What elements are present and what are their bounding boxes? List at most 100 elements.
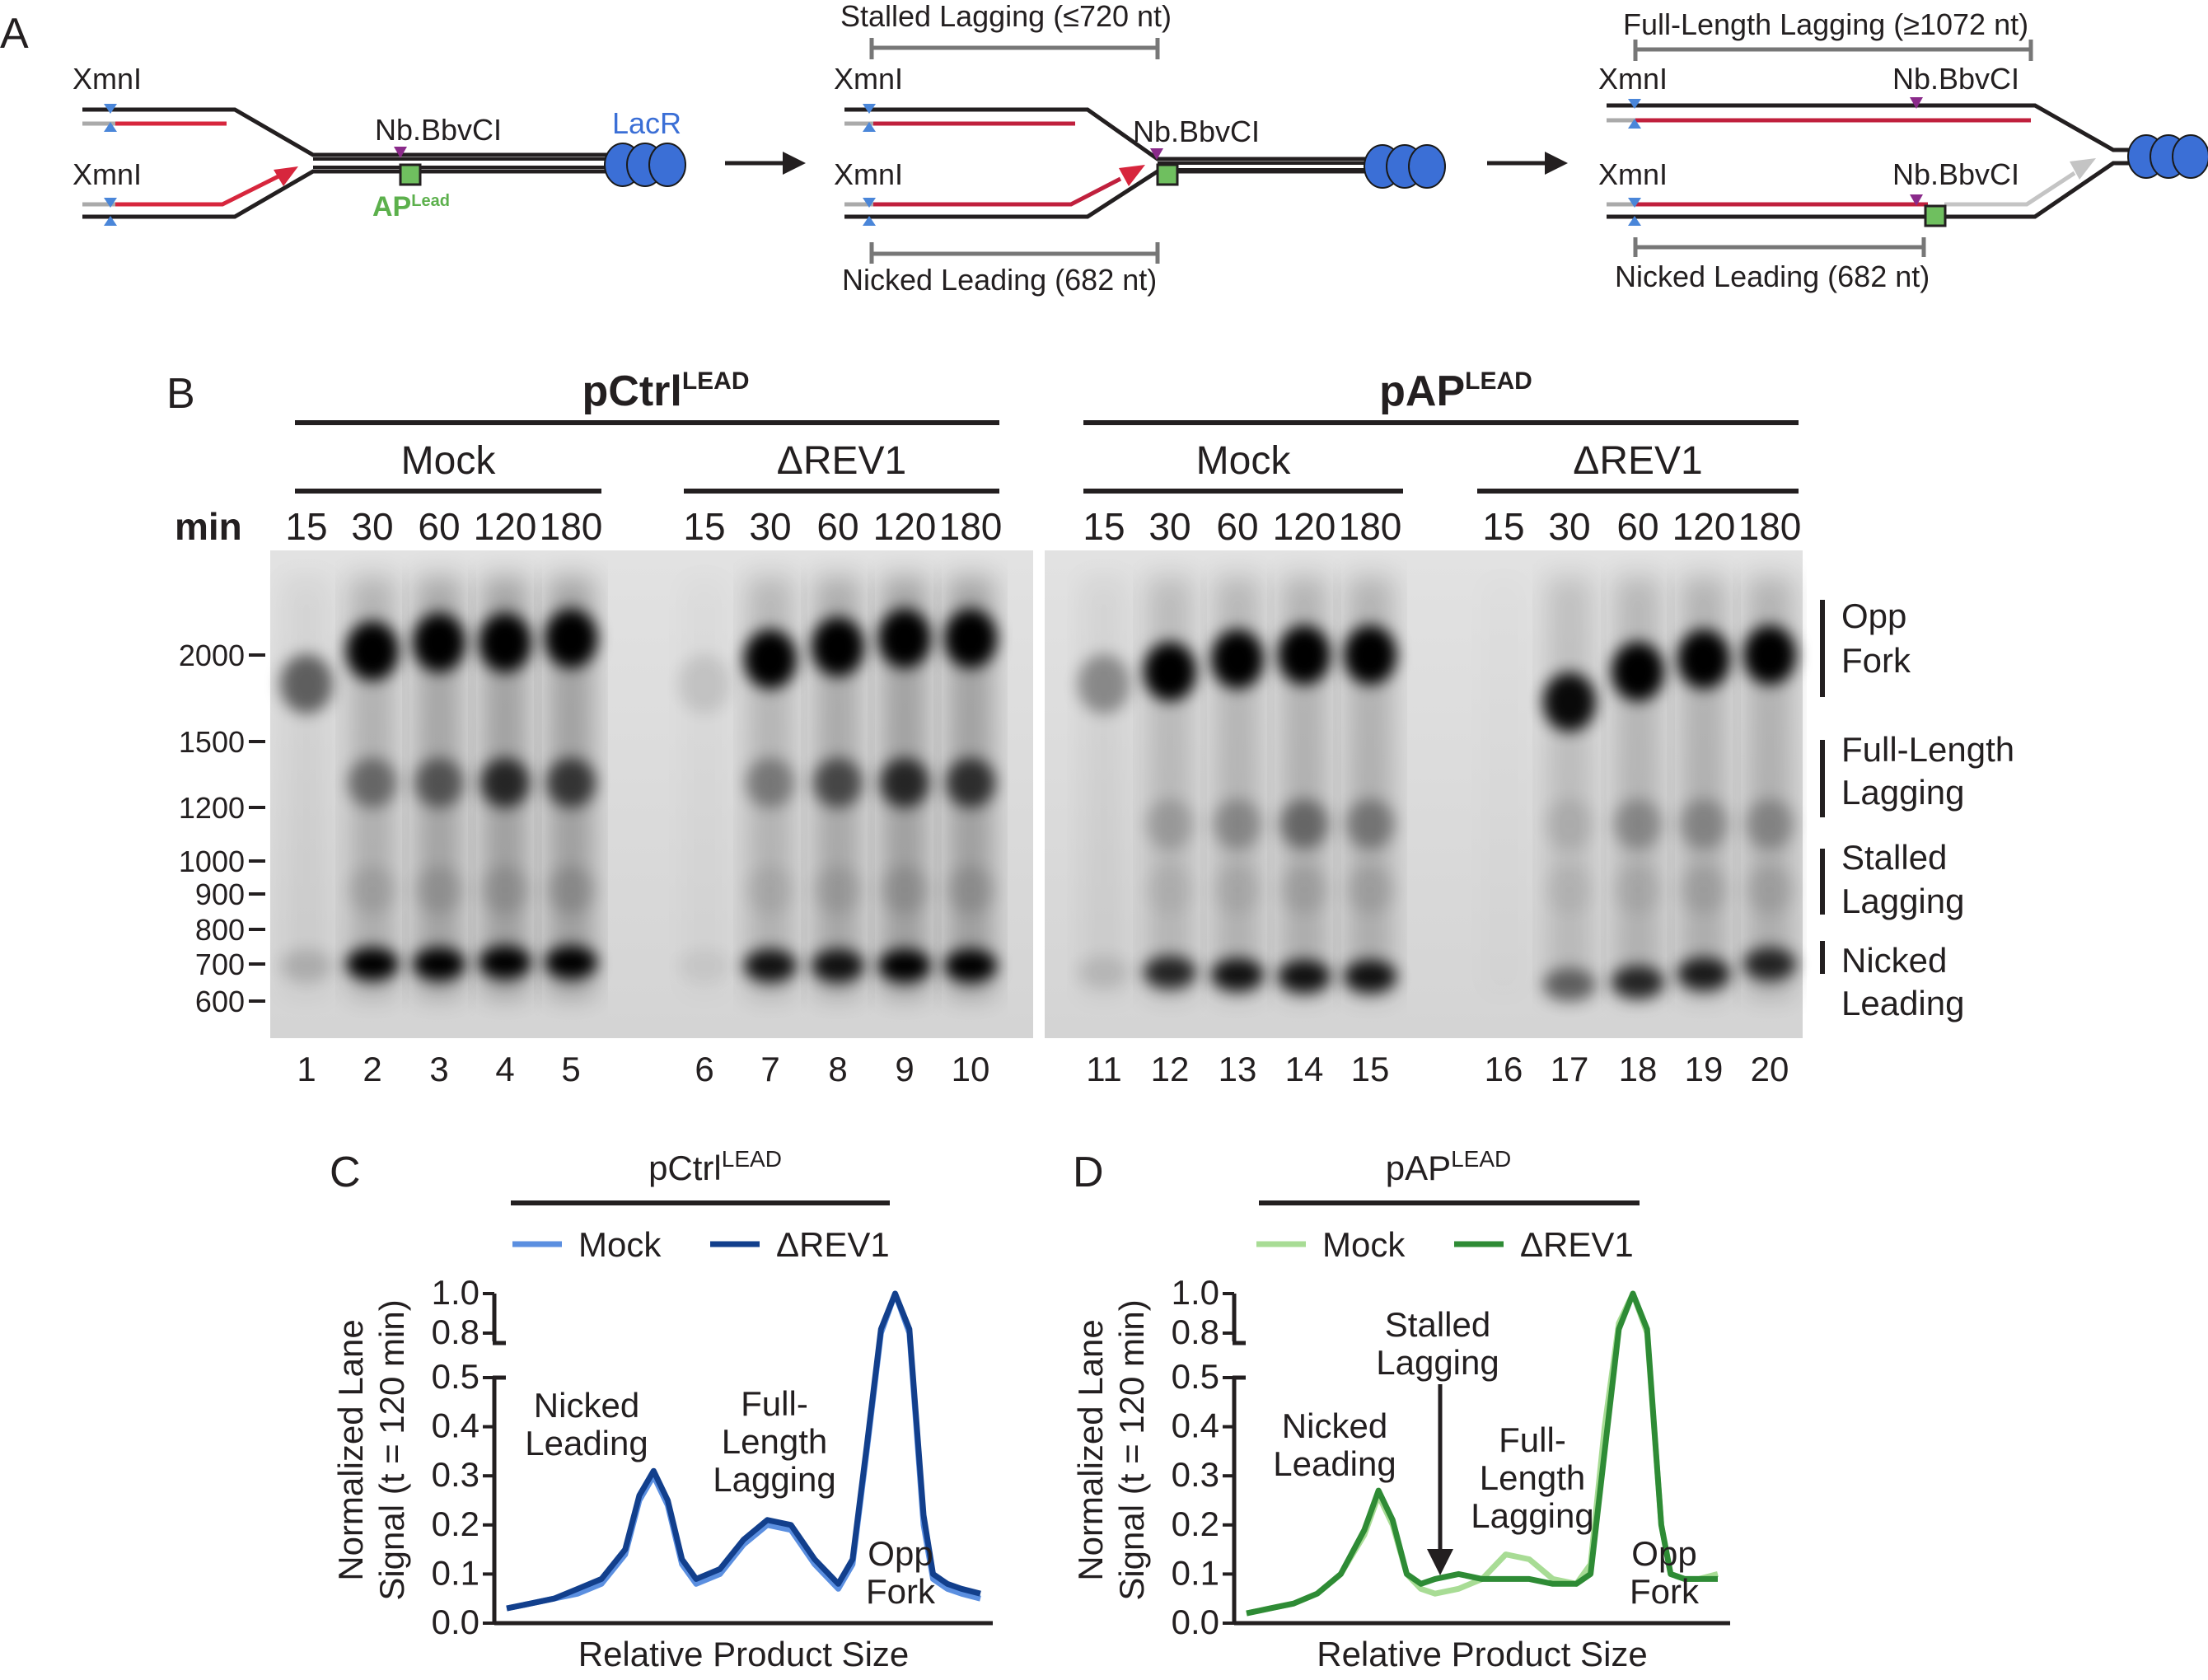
y-axis-label: Normalized Lane [331,1319,370,1581]
nick-site-icon [394,147,407,158]
marker-label: 900 [195,877,245,911]
right-arrow-icon [725,152,806,175]
timepoint-label: 30 [1548,505,1590,548]
timepoint-label: 180 [540,505,603,548]
series-line-ΔREV1 [1246,1290,1718,1617]
y-axis-label: Signal (t = 120 min) [372,1299,411,1600]
nicked-leading-label: Nicked Leading (682 nt) [842,263,1157,297]
panel-c: C pCtrlLEAD 0.0 0.1 0.2 0.3 0.4 0.5 0.81.0 Norm… [330,1146,993,1673]
group-title-pap: pAPLEAD [1379,367,1532,415]
condition-label: ΔREV1 [1573,439,1702,483]
nbbvci-label: Nb.BbvCI [1892,157,2019,191]
gel-lane [545,577,597,997]
legend-label: ΔREV1 [1520,1225,1634,1264]
condition-label: Mock [1196,439,1292,483]
panel-a-letter: A [0,10,29,58]
timepoint-label: 30 [1148,505,1191,548]
timepoint-label: 15 [285,505,327,548]
timepoint-label: 30 [351,505,393,548]
panel-c-letter: C [330,1149,361,1196]
xmni-site-icon [1628,198,1641,208]
marker-label: 1200 [179,791,245,825]
lacr-label: LacR [612,106,681,140]
nicked-leading-label: Nicked Leading (682 nt) [1615,260,1930,293]
lacr-icon [2127,134,2208,179]
marker-label: 2000 [179,639,245,672]
full-lagging-label: Full-Length [1841,730,2014,769]
timepoint-label: 180 [1738,505,1802,548]
series-line-ΔREV1 [506,1290,981,1612]
y-tick-label: 0.3 [1172,1455,1219,1494]
timepoint-label: 30 [749,505,791,548]
x-axis-label: Relative Product Size [1317,1635,1648,1673]
fork-diagram-3: Full-Length Lagging (≥1072 nt) XmnI XmnI… [1598,7,2208,293]
marker-label: 600 [195,985,245,1018]
xmni-site-icon [863,198,876,208]
chart-annotation: Leading [1273,1444,1396,1483]
lane-number: 2 [363,1050,381,1088]
chart-annotation: Lagging [1471,1496,1593,1535]
y-tick-label: 0.2 [432,1505,479,1543]
gel-lane [878,577,931,997]
marker-label: 1000 [179,845,245,878]
chart-annotation: Lagging [713,1460,835,1499]
gel-lane [280,577,333,997]
timepoint-label: 60 [418,505,460,548]
nick-site-icon [1910,97,1923,109]
stalled-lagging-label: Lagging [1841,882,1964,920]
xmni-label: XmnI [834,62,903,96]
y-axis-label: Signal (t = 120 min) [1112,1299,1151,1600]
gel-lane [413,577,465,997]
condition-headers: Mock ΔREV1 Mock ΔREV1 [295,439,1799,494]
y-tick-label: 0.0 [432,1603,479,1641]
gel-lane [346,577,399,997]
chart-annotation: Full- [741,1384,808,1423]
gel-lane [1344,577,1396,997]
chart-annotation: Lagging [1376,1343,1499,1382]
group-title-pctrl: pCtrlLEAD [582,367,750,415]
timepoint-label: 120 [474,505,537,548]
y-tick-label: 1.0 [432,1273,479,1312]
nick-site-icon [1910,194,1923,206]
timepoint-label: 180 [939,505,1003,548]
lacr-icon [1364,144,1446,189]
lane-number: 5 [561,1050,580,1088]
min-label: min [175,505,242,548]
nascent-arrow-icon [274,166,298,186]
opp-fork-label: Fork [1841,641,1911,680]
marker-label: 800 [195,913,245,947]
chart-annotation: Nicked [534,1386,639,1425]
lane-number: 12 [1151,1050,1190,1088]
chart-d-title: pAPLEAD [1386,1146,1512,1187]
xmni-label: XmnI [1598,62,1668,96]
y-tick-label: 0.8 [432,1313,479,1351]
arrowhead-icon [1427,1549,1453,1575]
ap-site-icon [399,163,422,186]
timepoint-labels: 15 30 60 120 180 15 30 60 120 180 15 30 60 120 180 15 30… [285,505,1801,548]
legend-label: Mock [1322,1225,1406,1264]
nicked-leading-label: Nicked [1841,941,1947,980]
y-tick-label: 0.1 [432,1553,479,1592]
y-tick-label: 0.5 [432,1357,479,1396]
chart-annotation: Opp [868,1534,933,1573]
xmni-site-icon [1628,99,1641,109]
chart-annotation: Length [1480,1458,1585,1497]
xmni-site-icon [863,104,876,114]
chart-c-title: pCtrlLEAD [648,1146,782,1187]
timepoint-label: 60 [816,505,858,548]
gel-lane [1743,577,1796,997]
right-arrow-icon [1487,152,1568,175]
lane-number: 16 [1485,1050,1523,1088]
lane-number: 1 [297,1050,316,1088]
gel-lane [1211,577,1264,997]
gel-lane [812,577,864,997]
ap-lead-label: APLead [372,191,450,222]
timepoint-label: 120 [1273,505,1336,548]
chart-annotation: Length [722,1422,827,1461]
y-tick-label: 1.0 [1172,1273,1219,1312]
lane-number: 9 [895,1050,914,1088]
gel-lane [944,577,997,997]
